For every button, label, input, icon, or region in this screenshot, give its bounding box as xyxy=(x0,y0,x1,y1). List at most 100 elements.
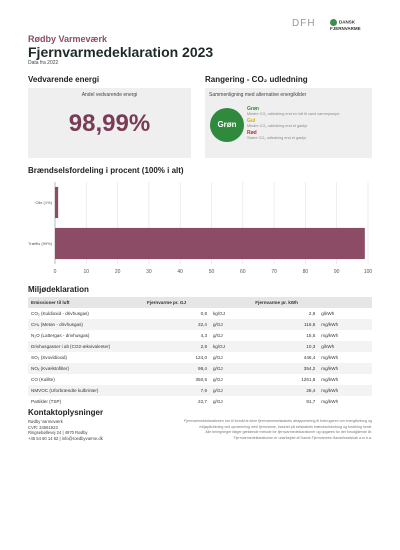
table-row: NOₓ (Kvælstofilter) 98,4 g/GJ 354,2 mg/kWh xyxy=(28,363,372,374)
table-cell: 28,4 xyxy=(252,385,319,396)
note-line: miljøpåvirkning ved opvarmning med fjern… xyxy=(199,424,372,429)
ranking-box: Sammenligning med alternative energikild… xyxy=(205,88,372,158)
header-cell: Fjernvarme pr. GJ xyxy=(144,297,253,308)
table-row: CO₂ (Kuldioxid - drivhusgas) 0,8 kg/GJ 2,9 g… xyxy=(28,308,372,319)
logo-text: DANSK FJERNVARME xyxy=(330,19,361,31)
table-cell: NMVOC (Uforbrændte kulbrinter) xyxy=(28,385,144,396)
table-cell: g/GJ xyxy=(213,333,223,338)
x-tick-label: 0 xyxy=(54,269,57,275)
x-tick-label: 90 xyxy=(334,269,340,275)
table-cell: 81,7 xyxy=(306,399,316,404)
table-cell: Drivhusgasser i alt (CO2-ækvivalenter) xyxy=(28,341,144,352)
table-cell: mg/kWh xyxy=(318,385,372,396)
contact-lines: Rødby Varmeværk CVR: 34561923 Ringsebøllev… xyxy=(28,419,103,441)
contact-line: Ringsebøllevej 24 | 4970 Rødby xyxy=(28,430,88,435)
contact-line: Rødby Varmeværk xyxy=(28,419,63,424)
table-cell: 354,2 xyxy=(252,363,319,374)
table-cell: mg/kWh xyxy=(321,377,339,382)
caption: Andel vedvarende energi xyxy=(81,92,138,98)
company: Rødby Varmeværk xyxy=(28,34,108,44)
x-tick-label: 70 xyxy=(271,269,277,275)
renewable-value: 98,99% xyxy=(68,110,151,137)
section-heading: Miljødeklaration xyxy=(28,285,89,294)
x-tick-label: 10 xyxy=(84,269,90,275)
logo-dansk-fjernvarme: DANSK FJERNVARME xyxy=(330,19,374,31)
table-cell: g/GJ xyxy=(213,399,223,404)
section-heading: Rangering - CO₂ udledning xyxy=(205,75,308,84)
renewable-box: Andel vedvarende energi 98,99% xyxy=(28,88,191,158)
table-row: N₂O (Lattergas - drivhusgas) 4,3 g/GJ 15,5 m… xyxy=(28,330,372,341)
doc-title: Fjernvarmedeklaration 2023 xyxy=(28,44,214,60)
table-cell: 350,5 xyxy=(195,377,208,382)
table-row: CO (Kulilte) 350,5 g/GJ 1261,8 mg/kWh xyxy=(28,374,372,385)
doc-subtitle: Data fra 2022 xyxy=(28,60,59,66)
table-cell: g/GJ xyxy=(210,363,253,374)
table-cell: mg/kWh xyxy=(318,319,372,330)
table-cell: g/GJ xyxy=(213,377,223,382)
level-name: Gul xyxy=(247,118,256,124)
level-text: Større CO₂ udledning end et gasfyr xyxy=(247,136,307,140)
level-text: Mindre CO₂ udledning end et gasfyr xyxy=(247,124,308,128)
x-tick-label: 20 xyxy=(115,269,121,275)
table-row: CH₄ (Metan - drivhusgas) 32,4 g/GJ 116,6 mg/… xyxy=(28,319,372,330)
table-cell: Partikler (TSP) xyxy=(31,399,62,404)
contact-line: CVR: 34561923 xyxy=(28,424,58,430)
table-cell: g/kWh xyxy=(321,311,335,316)
logo-dfh: DFH xyxy=(292,18,316,29)
section-heading: Vedvarende energi xyxy=(28,75,100,84)
table-cell: CH₄ (Metan - drivhusgas) xyxy=(28,319,144,330)
table-row: NMVOC (Uforbrændte kulbrinter) 7,9 g/GJ 28,… xyxy=(28,385,372,396)
table-cell: 446,4 xyxy=(303,355,316,360)
x-tick-label: 30 xyxy=(146,269,152,275)
table-cell: N₂O (Lattergas - drivhusgas) xyxy=(31,333,90,338)
level-name: Rød xyxy=(247,130,257,136)
note-line: Fjernvarmedeklarationen har til formål a… xyxy=(184,419,372,423)
table-cell: g/GJ xyxy=(213,355,223,360)
emission-table: Emissioner til luft Fjernvarme pr. GJ Fjer… xyxy=(28,297,372,407)
y-tick-label: Træflis (99%) xyxy=(28,241,53,246)
x-tick-label: 50 xyxy=(209,269,215,275)
table-cell: CO₂ (Kuldioxid - drivhusgas) xyxy=(31,311,89,316)
table-cell: 116,6 xyxy=(252,319,319,330)
bar xyxy=(55,186,59,219)
level-name: Grøn xyxy=(247,106,259,112)
note-line: Fjernvarmedeklarationen er udarbejdet af… xyxy=(233,435,372,440)
table-cell: 4,3 xyxy=(200,333,207,338)
table-cell: g/GJ xyxy=(210,385,253,396)
note-line: Alle beregninger følger gældende metode … xyxy=(205,430,372,434)
bar xyxy=(55,227,365,260)
table-cell: 10,3 xyxy=(252,341,319,352)
table-cell: NOₓ (Kvælstofilter) xyxy=(28,363,144,374)
table-cell: mg/kWh xyxy=(321,355,339,360)
header-row: Emissioner til luft Fjernvarme pr. GJ Fjer… xyxy=(28,297,372,308)
table-cell: SO₂ (Svovldioxid) xyxy=(31,355,67,360)
table-cell: 124,0 xyxy=(195,355,208,360)
chart-title: Brændselsfordeling i procent (100% i alt… xyxy=(28,166,184,175)
rank-badge: Grøn xyxy=(210,108,244,142)
table-cell: kg/GJ xyxy=(213,311,225,316)
chart: 0 10 20 30 40 50 60 70 80 90 100 Olie (1%) Træflis (… xyxy=(28,182,372,275)
level-text: Mindre CO₂ udledning end en luft til van… xyxy=(247,112,340,116)
table-cell: 2,8 xyxy=(144,341,210,352)
header-cell: Emissioner til luft xyxy=(28,297,144,308)
table-cell: 1261,8 xyxy=(301,377,316,382)
table-cell: kg/GJ xyxy=(210,341,253,352)
table-cell: mg/kWh xyxy=(318,363,372,374)
table-cell: 2,9 xyxy=(308,311,316,316)
y-tick-label: Olie (1%) xyxy=(35,200,52,205)
table-cell: 98,4 xyxy=(144,363,210,374)
table-cell: mg/kWh xyxy=(321,399,339,404)
rank-legend: Grøn Mindre CO₂ udledning end en luft til… xyxy=(247,106,369,142)
table-cell: 15,5 xyxy=(306,333,316,338)
x-tick-label: 60 xyxy=(240,269,246,275)
table-cell: g/kWh xyxy=(318,341,372,352)
caption: Sammenligning med alternative energikild… xyxy=(209,92,307,98)
table-row: SO₂ (Svovldioxid) 124,0 g/GJ 446,4 mg/kWh xyxy=(28,352,372,363)
table-cell: mg/kWh xyxy=(321,333,339,338)
table-cell: CO (Kulilte) xyxy=(31,377,55,382)
section-heading: Kontaktoplysninger xyxy=(28,408,104,417)
table-row: Partikler (TSP) 22,7 g/GJ 81,7 mg/kWh xyxy=(28,396,372,407)
table-cell: 7,9 xyxy=(144,385,210,396)
x-tick-label: 40 xyxy=(177,269,183,275)
